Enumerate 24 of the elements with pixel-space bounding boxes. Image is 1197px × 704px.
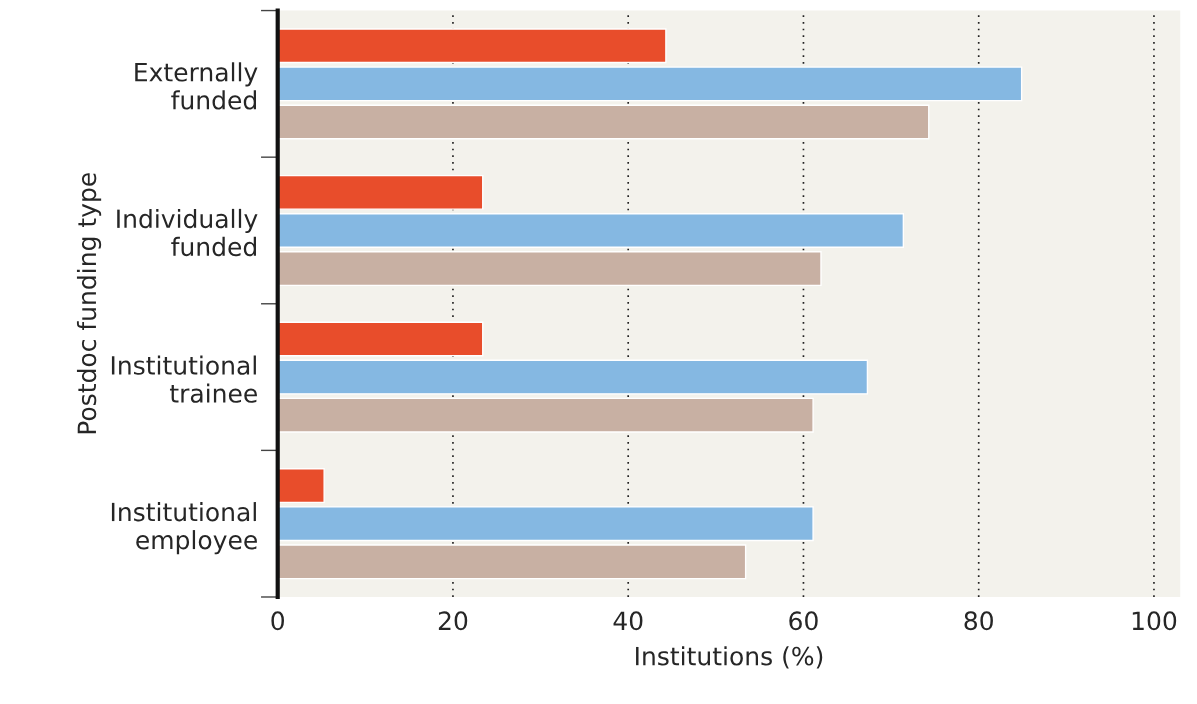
x-tick-label: 0 xyxy=(271,611,284,631)
x-tick-label: 80 xyxy=(964,611,993,631)
bar xyxy=(277,28,667,64)
bar xyxy=(277,506,814,542)
y-tick-label: Institutional employee xyxy=(111,502,257,555)
x-tick-label: 60 xyxy=(789,611,818,631)
x-tick-label: 40 xyxy=(613,611,643,631)
y-tick-label: Institutional trainee xyxy=(111,355,257,403)
x-tick-label: 20 xyxy=(438,611,468,631)
bar xyxy=(277,104,930,140)
bar xyxy=(277,213,905,248)
y-axis-title: Postdoc funding type xyxy=(76,173,102,434)
x-axis-title: Institutions (%) xyxy=(636,646,823,669)
bar xyxy=(277,397,814,433)
bar xyxy=(277,174,484,210)
bar xyxy=(277,468,325,504)
bar xyxy=(277,359,869,395)
bar xyxy=(277,66,1023,102)
bar xyxy=(277,251,822,287)
y-tick-label: Externally funded xyxy=(135,62,258,110)
x-tick-label: 100 xyxy=(1132,611,1177,631)
bar xyxy=(277,544,747,580)
y-tick-label: Individually funded xyxy=(117,208,258,257)
bar xyxy=(277,321,484,357)
